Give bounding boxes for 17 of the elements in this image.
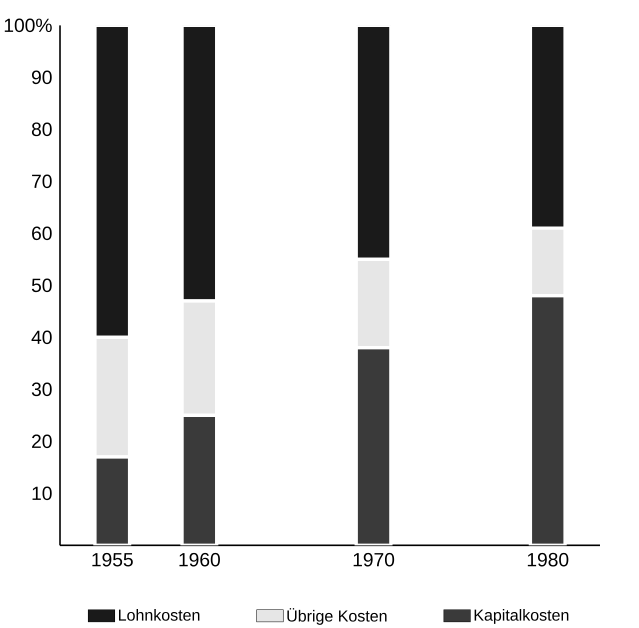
y-tick-label: 50 xyxy=(32,278,52,292)
y-tick-label: 60 xyxy=(32,226,52,240)
y-tick-label: 100% xyxy=(4,18,52,32)
y-tick-label: 70 xyxy=(32,174,52,188)
y-tick-label: 20 xyxy=(32,434,52,448)
y-tick-label: 10 xyxy=(32,486,52,500)
y-tick-label: 80 xyxy=(32,122,52,136)
legend-label: Übrige Kosten xyxy=(287,608,387,625)
x-tick-label: 1960 xyxy=(179,552,220,566)
y-tick-label: 30 xyxy=(32,382,52,396)
y-tick-label: 40 xyxy=(32,330,52,344)
x-tick-label: 1955 xyxy=(92,552,133,566)
legend-label: Kapitalkosten xyxy=(474,609,568,624)
y-tick-label: 90 xyxy=(32,70,52,84)
x-tick-label: 1970 xyxy=(354,552,394,566)
legend-label: Lohnkosten xyxy=(119,609,200,621)
x-tick-label: 1980 xyxy=(528,552,568,566)
